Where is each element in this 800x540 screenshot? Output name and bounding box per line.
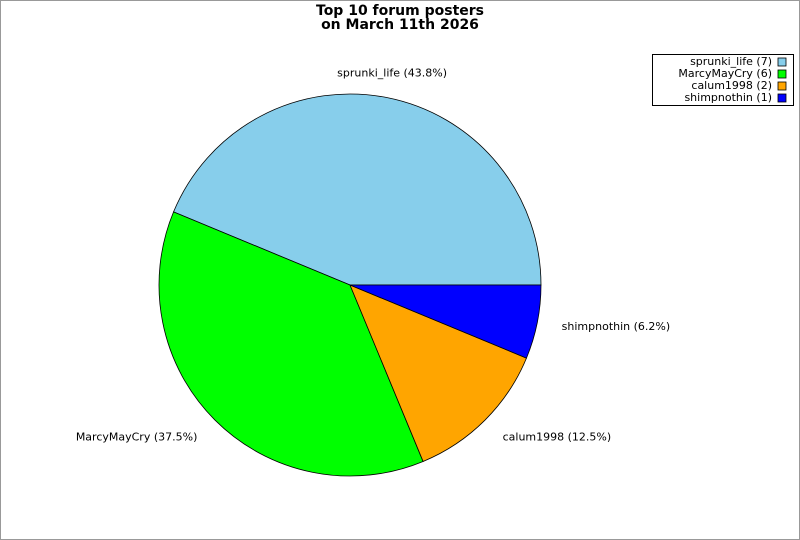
- legend-swatch: [777, 81, 787, 91]
- slice-label: shimpnothin (6.2%): [562, 320, 671, 333]
- pie-slice: [173, 93, 542, 286]
- chart-title: Top 10 forum posters: [316, 3, 484, 19]
- legend-swatch: [777, 93, 787, 103]
- legend-box: [652, 54, 794, 106]
- pie-slice: [349, 284, 527, 462]
- legend-swatch: [777, 69, 787, 79]
- slice-label: sprunki_life (43.8%): [337, 66, 447, 79]
- pie-slice: [349, 284, 542, 359]
- slice-label: calum1998 (12.5%): [503, 431, 612, 444]
- legend-label: sprunki_life (7): [690, 55, 772, 68]
- legend-label: calum1998 (2): [691, 79, 772, 92]
- chart-title: on March 11th 2026: [321, 17, 479, 33]
- legend-label: MarcyMayCry (6): [678, 67, 772, 80]
- legend-label: shimpnothin (1): [684, 91, 772, 104]
- legend-swatch: [777, 57, 787, 67]
- slice-label: MarcyMayCry (37.5%): [76, 431, 198, 444]
- pie-slice: [158, 211, 424, 477]
